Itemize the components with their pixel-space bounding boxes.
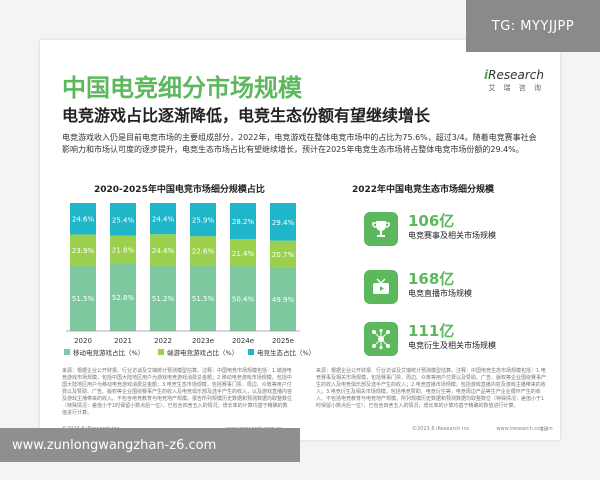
data-label: 51.5%	[192, 295, 215, 303]
bar-segment	[70, 234, 96, 266]
tv-icon	[364, 270, 398, 304]
data-label: 20.7%	[272, 251, 295, 259]
x-tick-label: 2020	[74, 337, 92, 345]
legend-label: 端游电竞游戏占比（%）	[167, 348, 238, 357]
data-label: 29.4%	[272, 219, 295, 227]
bar-segment	[270, 240, 296, 268]
brand-logo: iResearch 艾 瑞 咨 询	[484, 68, 544, 93]
x-tick-label: 2022	[154, 337, 172, 345]
legend-label: 移动电竞游戏占比（%）	[73, 348, 144, 357]
bar-segment	[270, 203, 296, 241]
bar-segment	[230, 239, 256, 267]
bar-segment	[110, 235, 136, 264]
eco-card-label: 电竞赛事及相关市场规模	[408, 231, 496, 240]
notes-left: 来源：根据企业公开财报、行业访谈及艾瑞统计预测模型估算。注释：中国电竞市场规模包…	[62, 368, 293, 416]
bar-segment	[270, 267, 296, 331]
eco-card-value: 111亿	[408, 322, 455, 340]
bar-segment	[230, 266, 256, 331]
legend-swatch	[64, 349, 70, 355]
eco-card-label: 电竞衍生及相关市场规模	[408, 341, 496, 350]
legend-item: 电竞生态占比（%）	[248, 348, 315, 357]
data-label: 51.5%	[72, 295, 95, 303]
legend-label: 电竞生态占比（%）	[257, 348, 315, 357]
eco-card-events: 106亿 电竞赛事及相关市场规模	[360, 208, 530, 254]
page-title: 中国电竞细分市场规模	[62, 74, 302, 102]
footer-copyright-right: ©2023.6 iResearch Inc. www.iresearch.com…	[412, 426, 553, 432]
bar-segment	[110, 263, 136, 331]
legend-item: 移动电竞游戏占比（%）	[64, 348, 144, 357]
bar-segment	[230, 203, 256, 240]
legend-item: 端游电竞游戏占比（%）	[158, 348, 238, 357]
trophy-icon	[364, 212, 398, 246]
data-label: 50.4%	[232, 296, 255, 304]
data-label: 21.4%	[232, 250, 255, 258]
site-watermark: www.zunlongwangzhan-z6.com	[0, 428, 300, 462]
stacked-bar-chart: 51.5% 23.9% 24.6% 2020 52.8% 21.8% 25.4% 2021 51…	[64, 203, 315, 357]
bar-segment	[110, 203, 136, 236]
eco-card-derivative: 111亿 电竞衍生及相关市场规模	[360, 318, 530, 364]
bar-segment	[190, 265, 216, 331]
data-label: 25.4%	[112, 216, 135, 224]
legend-swatch	[158, 349, 164, 355]
brand-text: Research	[488, 68, 544, 82]
page-subtitle: 电竞游戏占比逐渐降低，电竞生态份额有望继续增长	[62, 106, 431, 125]
eco-card-value: 168亿	[408, 270, 455, 288]
eco-card-value: 106亿	[408, 212, 455, 230]
bar-segment	[150, 265, 176, 331]
data-label: 21.8%	[112, 246, 135, 254]
x-tick-label: 2023e	[192, 337, 214, 345]
tg-watermark: TG: MYYJJPP	[466, 0, 600, 52]
data-label: 28.2%	[232, 218, 255, 226]
data-label: 24.4%	[152, 247, 175, 255]
data-label: 49.9%	[272, 296, 295, 304]
left-chart-title: 2020-2025年中国电竞市场细分规模占比	[94, 185, 265, 195]
x-tick-label: 2025e	[272, 337, 294, 345]
page-number: 13	[540, 426, 548, 433]
data-label: 25.9%	[192, 217, 215, 225]
intro-paragraph: 电竞游戏收入仍是目前电竞市场的主要组成部分，2022年，电竞游戏在整体电竞市场中…	[62, 133, 537, 154]
bar-segment	[190, 203, 216, 237]
data-label: 22.6%	[192, 248, 215, 256]
x-tick-label: 2021	[114, 337, 132, 345]
bar-segment	[150, 234, 176, 266]
right-panel-title: 2022年中国电竞生态市场细分规模	[352, 185, 495, 195]
eco-card-live: 168亿 电竞直播市场规模	[360, 266, 530, 312]
brand-subtitle: 艾 瑞 咨 询	[488, 84, 544, 92]
bar-segment	[70, 265, 96, 331]
brand-name: iResearch	[484, 68, 544, 82]
data-label: 51.2%	[152, 295, 175, 303]
bar-segment	[70, 203, 96, 235]
network-icon	[364, 322, 398, 356]
report-page: 中国电竞细分市场规模 iResearch 艾 瑞 咨 询 电竞游戏占比逐渐降低，…	[40, 40, 560, 440]
legend-swatch	[248, 349, 254, 355]
notes-right: 来源：根据企业公开财报、行业访谈及艾瑞统计预测模型估算。注释：中国电竞生态市场规…	[316, 368, 547, 409]
data-label: 24.4%	[152, 216, 175, 224]
data-label: 52.8%	[112, 294, 135, 302]
x-tick-label: 2024e	[232, 337, 254, 345]
bar-segment	[190, 236, 216, 266]
eco-card-label: 电竞直播市场规模	[408, 289, 472, 298]
bar-segment	[150, 203, 176, 235]
data-label: 24.6%	[72, 216, 95, 224]
data-label: 23.9%	[72, 247, 95, 255]
